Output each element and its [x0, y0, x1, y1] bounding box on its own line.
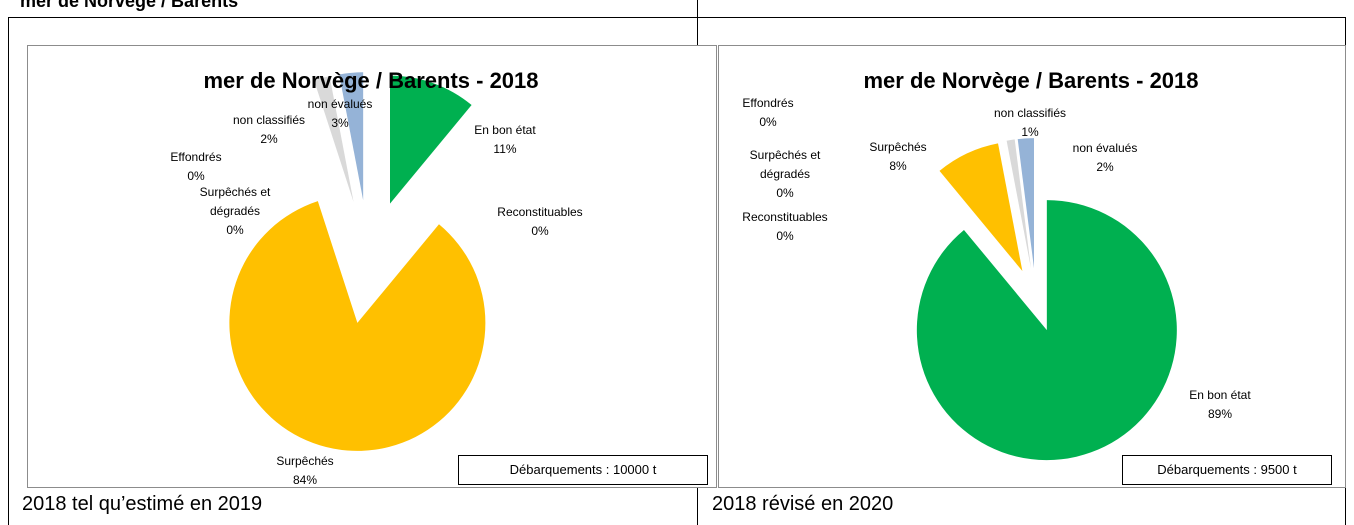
- label-value: 8%: [889, 159, 907, 173]
- label-name: Reconstituables: [742, 210, 828, 224]
- pie-slice: [390, 75, 472, 204]
- label-value: 1%: [1021, 125, 1039, 139]
- label-name: En bon état: [474, 123, 536, 137]
- table-border: [8, 17, 9, 525]
- label-name: non évalués: [307, 97, 373, 111]
- data-label: Reconstituables 0%: [488, 203, 592, 241]
- data-label: non classifiés 2%: [217, 111, 321, 149]
- caption: 2018 révisé en 2020: [712, 493, 894, 515]
- label-value: 0%: [776, 186, 794, 200]
- label-value: 3%: [331, 116, 349, 130]
- header: mer de Norvège / Barents: [20, 0, 239, 11]
- data-label: Surpêchés et dégradés 0%: [183, 183, 287, 240]
- data-label: non évalués 2%: [1053, 139, 1157, 177]
- label-name: non classifiés: [232, 113, 306, 127]
- data-label: Reconstituables 0%: [733, 208, 837, 246]
- data-label: En bon état 11%: [453, 121, 557, 159]
- data-label: Effondrés 0%: [144, 148, 248, 186]
- data-label: En bon état 89%: [1168, 386, 1272, 424]
- label-name: En bon état: [1189, 388, 1251, 402]
- label-name: Surpêchés: [276, 454, 334, 468]
- chart-title: mer de Norvège / Barents - 2018: [203, 68, 539, 93]
- label-name: Reconstituables: [497, 205, 583, 219]
- pie-slice: [1006, 139, 1031, 269]
- pie-slice: [916, 200, 1177, 461]
- label-value: 0%: [187, 169, 205, 183]
- pie-slice: [339, 72, 364, 201]
- label-name: non classifiés: [993, 106, 1067, 120]
- label-value: 89%: [1207, 407, 1233, 421]
- data-label: non classifiés 1%: [978, 104, 1082, 142]
- pie-slice: [229, 201, 486, 451]
- chart-title: mer de Norvège / Barents - 2018: [863, 68, 1199, 93]
- label-name: Surpêchés: [869, 140, 927, 154]
- data-label: Surpêchés 8%: [846, 138, 950, 176]
- label-value: 2%: [1096, 160, 1114, 174]
- data-label: Effondrés 0%: [716, 94, 820, 132]
- label-value: 84%: [292, 473, 318, 487]
- label-name: Surpêchés et dégradés: [749, 148, 821, 181]
- label-value: 2%: [260, 132, 278, 146]
- table-border: [8, 17, 1346, 18]
- label-name: non évalués: [1072, 141, 1138, 155]
- label-value: 0%: [226, 223, 244, 237]
- pie-slice: [1017, 138, 1034, 269]
- data-label: Surpêchés et dégradés 0%: [733, 146, 837, 203]
- label-value: 0%: [531, 224, 549, 238]
- label-name: Surpêchés et dégradés: [199, 185, 271, 218]
- data-label: Surpêchés 84%: [253, 452, 357, 490]
- caption: 2018 tel qu’estimé en 2019: [22, 493, 263, 515]
- label-name: Effondrés: [170, 150, 222, 164]
- annotation: Débarquements : 10000 t: [458, 455, 708, 485]
- pie-slice: [939, 143, 1023, 272]
- data-label: non évalués 3%: [288, 95, 392, 133]
- label-value: 0%: [776, 229, 794, 243]
- pie-slice: [314, 76, 354, 202]
- annotation: Débarquements : 9500 t: [1122, 455, 1332, 485]
- label-value: 11%: [493, 142, 517, 156]
- label-value: 0%: [759, 115, 777, 129]
- label-name: Effondrés: [742, 96, 794, 110]
